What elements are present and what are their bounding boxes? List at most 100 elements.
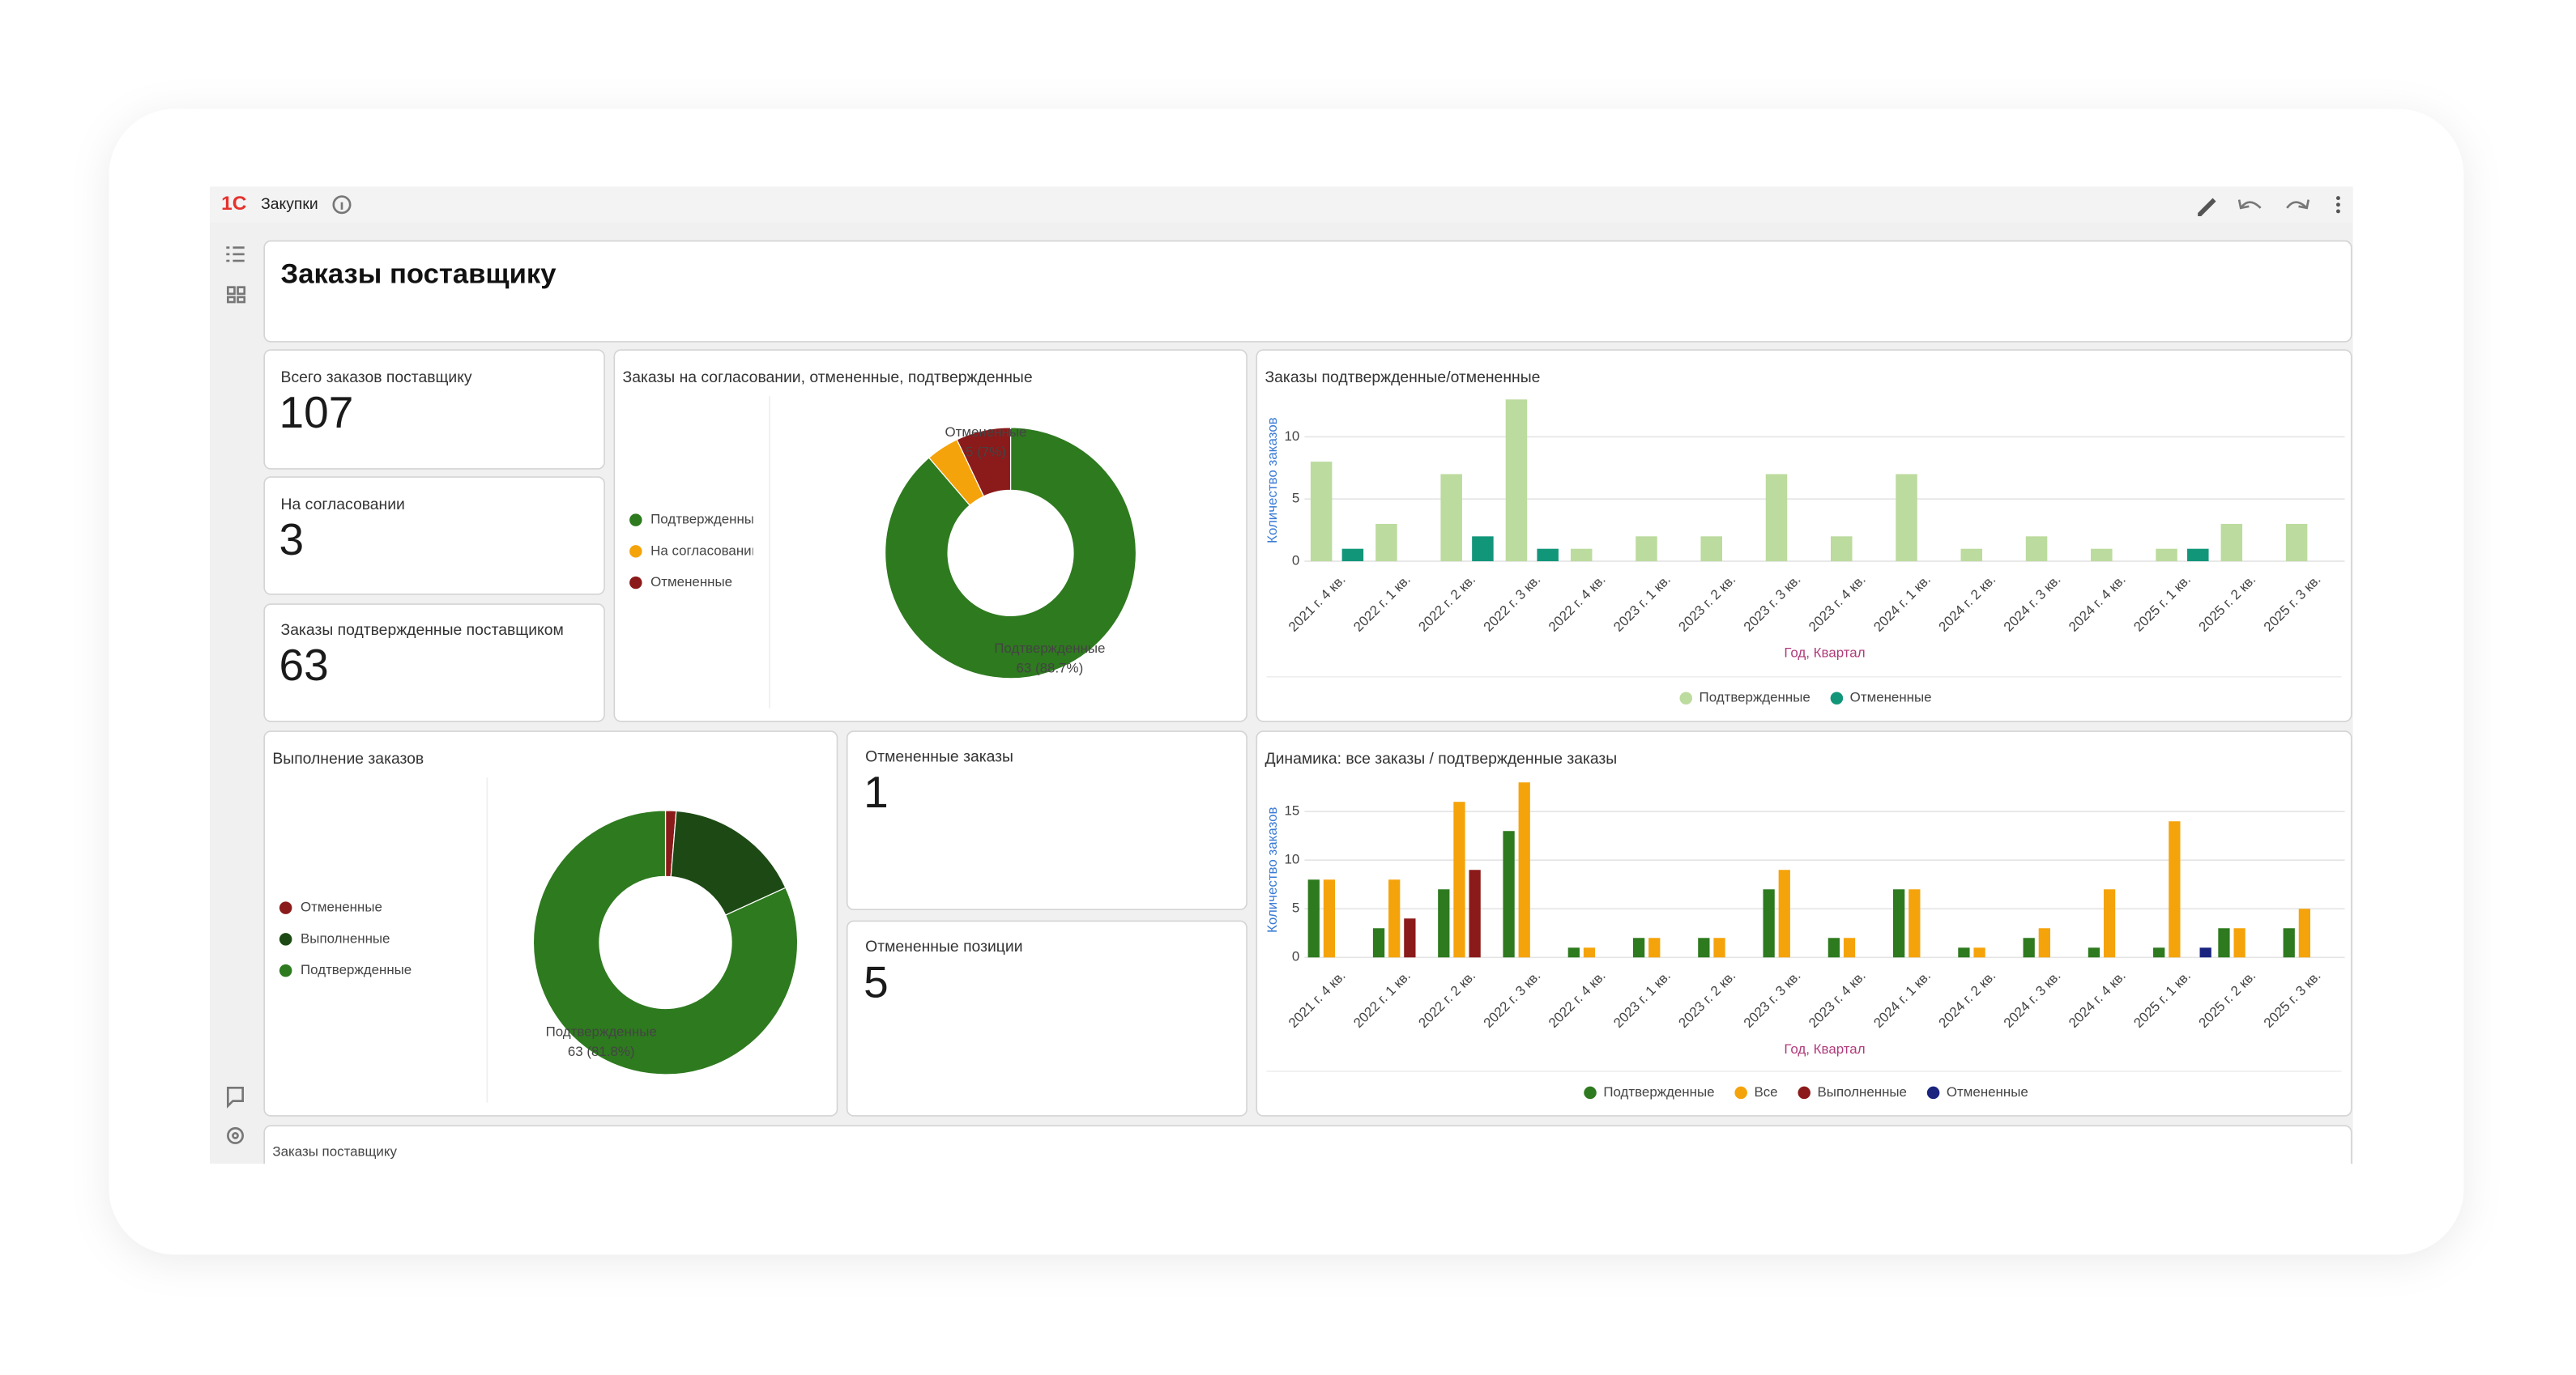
kpi-card <box>263 349 605 470</box>
kpi-value: 107 <box>279 387 354 437</box>
slice-label-value: 63 (81.8%) <box>568 1044 635 1059</box>
bar <box>1843 938 1856 958</box>
settings-icon[interactable] <box>227 1126 245 1144</box>
bar <box>1341 548 1364 562</box>
bar <box>1503 831 1515 958</box>
y-tick-label: 10 <box>1284 852 1299 867</box>
bar <box>2220 523 2243 562</box>
x-axis-label: Год, Квартал <box>1784 645 1865 661</box>
bar <box>1909 889 1921 958</box>
legend-marker <box>279 964 292 977</box>
kpi-card <box>263 603 605 722</box>
logo: 1С <box>221 193 246 215</box>
kpi-card <box>263 476 605 595</box>
legend-label: Подтвержденные <box>1603 1084 1714 1100</box>
bar <box>1440 474 1462 562</box>
bar <box>1958 947 1970 958</box>
bar <box>2091 548 2113 562</box>
bar <box>1438 889 1450 958</box>
legend-marker <box>629 513 642 526</box>
title-panel <box>263 240 2352 343</box>
legend-marker <box>1734 1086 1747 1100</box>
bar <box>1778 870 1790 958</box>
legend-label: Отмененные <box>1947 1084 2028 1100</box>
legend: Отмененные Выполненные Подтвержденные <box>279 900 412 977</box>
bar <box>1896 474 1917 562</box>
app-window: 1С Закупки Заказы поставщику Заказы пост… <box>209 186 2353 1164</box>
chart-title: Выполнение заказов <box>272 750 424 768</box>
undo-icon[interactable] <box>2237 199 2262 210</box>
bar <box>1469 870 1481 958</box>
bar <box>1310 462 1333 562</box>
bar <box>2038 928 2050 958</box>
bar <box>1698 938 1710 958</box>
chart-panel <box>1256 730 2352 1117</box>
y-tick-label: 0 <box>1292 553 1299 568</box>
y-tick-label: 5 <box>1292 900 1299 916</box>
bar <box>1372 928 1385 958</box>
bar <box>2023 938 2035 958</box>
slice-label-value: 63 (88.7%) <box>1017 660 1084 675</box>
bar <box>2187 548 2209 562</box>
info-icon[interactable] <box>332 195 352 215</box>
bar <box>2088 947 2100 958</box>
bar <box>1567 947 1580 958</box>
chart-panel <box>1256 349 2352 722</box>
bar <box>1375 523 1397 562</box>
bar <box>1700 536 1722 562</box>
bar <box>1973 947 1985 958</box>
kpi-label: Всего заказов поставщику <box>281 368 472 386</box>
redo-icon[interactable] <box>2286 199 2310 210</box>
bar <box>1831 536 1853 562</box>
bar <box>2233 928 2245 958</box>
bar <box>1648 938 1661 958</box>
bar <box>1388 879 1401 958</box>
y-axis-label: Количество заказов <box>1265 807 1280 933</box>
legend-marker <box>1926 1086 1940 1100</box>
pie-slice <box>670 810 787 916</box>
chart-title: Заказы подтвержденные/отмененные <box>1265 368 1540 386</box>
chat-icon[interactable] <box>227 1086 245 1109</box>
bar <box>1713 938 1725 958</box>
legend-marker <box>1679 692 1693 705</box>
legend-marker <box>1584 1086 1597 1100</box>
app-title[interactable]: Закупки <box>261 195 318 213</box>
slice-label-value: 5 (7%) <box>966 445 1006 460</box>
slice-label-name: Подтвержденные <box>994 641 1105 656</box>
y-tick-label: 15 <box>1284 803 1299 819</box>
pie-slice <box>532 810 799 1075</box>
y-axis-label: Количество заказов <box>1265 417 1280 543</box>
legend-label: На согласовании <box>650 543 759 558</box>
legend-marker <box>629 545 642 558</box>
pie-slice <box>956 427 1012 497</box>
legend-label: Отмененные <box>1850 690 1932 705</box>
bar <box>1828 938 1840 958</box>
bar <box>2169 821 2181 958</box>
legend-marker <box>1798 1086 1810 1100</box>
edit-icon[interactable] <box>2198 198 2216 217</box>
slice-label-name: Отмененные <box>945 424 1027 440</box>
legend-marker <box>279 933 292 946</box>
widgets-icon[interactable] <box>227 286 246 304</box>
page-title: Заказы поставщику <box>281 259 557 290</box>
legend-label: Подтвержденные <box>1700 690 1810 705</box>
bar <box>1505 399 1528 562</box>
kpi-card <box>846 730 1247 910</box>
legend-label: Отмененные <box>650 574 732 590</box>
legend-label: Выполненные <box>1818 1084 1907 1100</box>
bar <box>2298 909 2311 958</box>
list-icon[interactable] <box>226 246 245 262</box>
bar <box>1404 918 1416 958</box>
bar <box>1632 938 1645 958</box>
more-icon[interactable] <box>2335 196 2340 214</box>
footer-panel <box>263 1125 2352 1164</box>
slice-label-name: Подтвержденные <box>546 1024 657 1040</box>
bar <box>2285 523 2308 562</box>
chart-title: Динамика: все заказы / подтвержденные за… <box>1265 750 1617 768</box>
footer-title: Заказы поставщику <box>272 1143 397 1159</box>
legend-label: Все <box>1754 1084 1777 1100</box>
legend: Подтвержденные На согласовании Отмененные <box>629 512 759 590</box>
